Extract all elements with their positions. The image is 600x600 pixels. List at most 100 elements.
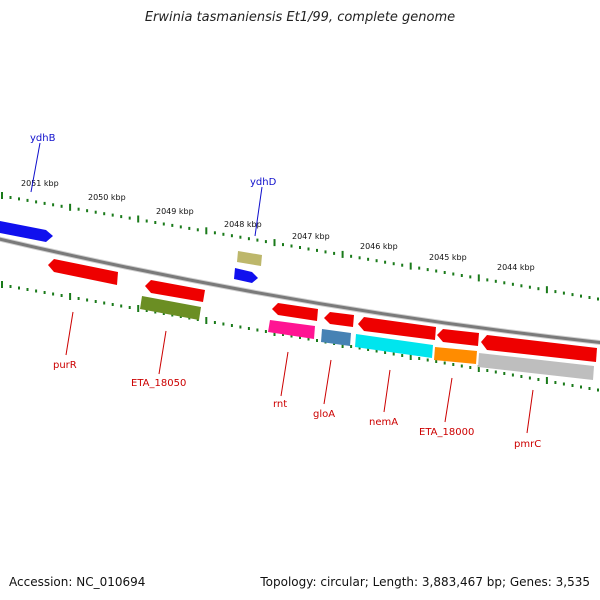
gene-label-gloA[interactable]: gloA bbox=[313, 409, 335, 420]
gene-label-pmrC[interactable]: pmrC bbox=[514, 439, 541, 450]
minor-tick bbox=[375, 259, 378, 263]
leader-line bbox=[65, 311, 74, 356]
minor-tick bbox=[282, 243, 284, 247]
minor-tick bbox=[358, 256, 361, 260]
minor-tick bbox=[145, 219, 148, 223]
minor-tick bbox=[392, 352, 395, 356]
gene-label-purR[interactable]: purR bbox=[53, 360, 77, 371]
leader-line bbox=[158, 330, 167, 375]
gene-nemA-arrow[interactable] bbox=[358, 317, 436, 340]
minor-tick bbox=[239, 235, 242, 239]
minor-tick bbox=[375, 349, 378, 353]
minor-tick bbox=[418, 357, 421, 360]
minor-tick bbox=[35, 289, 38, 293]
gene-label-ydhD[interactable]: ydhD bbox=[250, 177, 277, 188]
minor-tick bbox=[426, 268, 429, 272]
minor-tick bbox=[162, 222, 165, 226]
minor-tick bbox=[256, 328, 259, 332]
minor-tick bbox=[86, 298, 89, 302]
minor-tick bbox=[18, 197, 20, 201]
minor-tick bbox=[316, 339, 318, 342]
gene-label-rnt[interactable]: rnt bbox=[273, 399, 287, 410]
minor-tick bbox=[52, 203, 55, 207]
gene-label-ETA_18000[interactable]: ETA_18000 bbox=[419, 427, 474, 438]
minor-tick bbox=[120, 304, 123, 308]
minor-tick bbox=[443, 271, 446, 274]
minor-tick bbox=[26, 288, 29, 291]
major-tick bbox=[409, 262, 412, 270]
major-tick bbox=[69, 293, 72, 300]
kbp-label: 2050 kbp bbox=[88, 193, 126, 202]
gene-ydhB-arrow[interactable] bbox=[0, 220, 53, 242]
minor-tick bbox=[307, 247, 310, 251]
minor-tick bbox=[264, 330, 267, 333]
major-tick bbox=[69, 203, 72, 211]
leader-line bbox=[444, 377, 453, 423]
gene-label-ETA_18050[interactable]: ETA_18050 bbox=[131, 378, 186, 389]
minor-tick bbox=[367, 348, 370, 351]
minor-tick bbox=[103, 212, 106, 216]
kbp-label: 2049 kbp bbox=[156, 207, 194, 216]
minor-tick bbox=[60, 294, 63, 297]
kbp-label: 2044 kbp bbox=[497, 263, 535, 272]
minor-tick bbox=[494, 279, 497, 283]
minor-tick bbox=[222, 322, 225, 326]
minor-tick bbox=[9, 285, 12, 288]
minor-tick bbox=[230, 324, 233, 327]
gene-pmrC-arrow[interactable] bbox=[481, 335, 597, 362]
minor-tick bbox=[154, 310, 157, 314]
minor-tick bbox=[77, 297, 80, 300]
map-title: Erwinia tasmaniensis Et1/99, complete ge… bbox=[144, 10, 456, 25]
major-tick bbox=[477, 274, 480, 282]
gene-gloA-arrow[interactable] bbox=[324, 312, 354, 327]
minor-tick bbox=[588, 296, 591, 299]
major-tick bbox=[341, 250, 344, 258]
leader-line bbox=[30, 142, 41, 193]
minor-tick bbox=[162, 312, 165, 315]
leader-line bbox=[280, 351, 289, 397]
gene-ETA_18050-arrow[interactable] bbox=[145, 280, 205, 302]
minor-tick bbox=[520, 375, 523, 378]
minor-tick bbox=[290, 334, 293, 338]
kbp-label: 2046 kbp bbox=[360, 242, 398, 251]
major-tick bbox=[137, 305, 140, 312]
kbp-label: 2051 kbp bbox=[21, 179, 59, 188]
minor-tick bbox=[26, 198, 29, 202]
minor-tick bbox=[239, 325, 242, 329]
gene-label-nemA[interactable]: nemA bbox=[369, 417, 398, 428]
minor-tick bbox=[503, 281, 506, 285]
minor-tick bbox=[435, 360, 438, 363]
minor-tick bbox=[299, 336, 301, 339]
minor-tick bbox=[52, 292, 55, 296]
minor-tick bbox=[333, 251, 336, 255]
minor-tick bbox=[537, 378, 540, 381]
gene-ETA_18000-arrow[interactable] bbox=[437, 329, 479, 346]
minor-tick bbox=[494, 370, 497, 374]
minor-tick bbox=[554, 290, 557, 294]
leader-line bbox=[323, 359, 332, 405]
minor-tick bbox=[597, 297, 599, 301]
gene-rnt-arrow[interactable] bbox=[272, 303, 318, 321]
minor-tick bbox=[213, 321, 216, 324]
gene-label-ydhB[interactable]: ydhB bbox=[30, 133, 56, 144]
minor-tick bbox=[103, 301, 106, 305]
leader-line bbox=[526, 389, 534, 434]
gene-ydhD-arrow[interactable] bbox=[234, 268, 258, 283]
minor-tick bbox=[350, 345, 353, 348]
minor-tick bbox=[86, 209, 89, 213]
minor-tick bbox=[316, 248, 318, 252]
genome-backbone-core bbox=[0, 237, 600, 344]
major-tick bbox=[1, 281, 3, 288]
minor-tick bbox=[111, 213, 114, 217]
minor-tick bbox=[571, 293, 574, 297]
gene-purR-arrow[interactable] bbox=[48, 259, 118, 285]
minor-tick bbox=[230, 234, 233, 238]
minor-tick bbox=[256, 238, 259, 242]
minor-tick bbox=[418, 266, 421, 270]
minor-tick bbox=[188, 226, 191, 230]
minor-tick bbox=[384, 260, 387, 264]
minor-tick bbox=[94, 210, 97, 214]
minor-tick bbox=[77, 207, 80, 211]
minor-tick bbox=[171, 223, 174, 227]
minor-tick bbox=[537, 287, 540, 291]
